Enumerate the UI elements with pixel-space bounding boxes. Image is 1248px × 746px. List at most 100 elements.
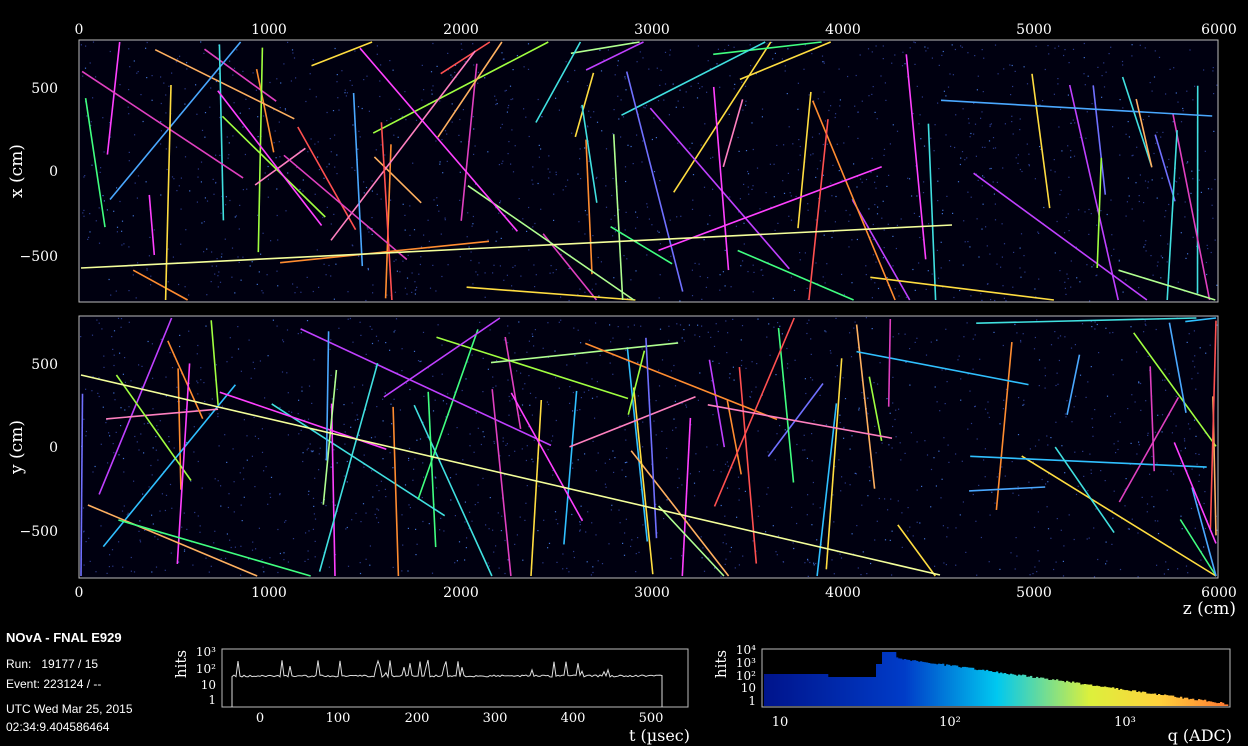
noise-hit — [738, 499, 740, 501]
noise-hit — [1175, 92, 1177, 94]
noise-hit — [921, 485, 923, 487]
charge-bar — [1194, 700, 1197, 706]
noise-hit — [85, 430, 87, 433]
noise-hit — [1098, 352, 1100, 354]
noise-hit — [938, 64, 940, 66]
charge-bar — [834, 677, 837, 706]
noise-hit — [910, 432, 912, 434]
charge-bar — [792, 674, 795, 706]
noise-hit — [685, 406, 688, 408]
charge-bar — [1130, 691, 1133, 706]
noise-hit — [569, 402, 571, 404]
noise-hit — [970, 295, 972, 297]
noise-hit — [871, 470, 873, 472]
noise-hit — [1105, 327, 1107, 329]
noise-hit — [458, 541, 461, 543]
noise-hit — [195, 84, 197, 86]
noise-hit — [1156, 564, 1158, 566]
noise-hit — [140, 433, 142, 435]
tick-label: 400 — [561, 711, 586, 726]
noise-hit — [591, 288, 593, 290]
noise-hit — [1151, 90, 1153, 92]
noise-hit — [625, 439, 627, 441]
noise-hit — [1083, 42, 1085, 45]
noise-hit — [648, 218, 650, 220]
noise-hit — [777, 222, 779, 224]
noise-hit — [1106, 395, 1109, 397]
noise-hit — [947, 527, 949, 529]
noise-hit — [819, 507, 821, 509]
charge-bar — [946, 664, 949, 706]
noise-hit — [895, 409, 897, 411]
charge-x-label: q (ADC) — [1168, 726, 1232, 745]
noise-hit — [1079, 281, 1081, 283]
particle-track — [1092, 85, 1107, 195]
noise-hit — [884, 82, 886, 84]
noise-hit — [1127, 121, 1129, 123]
charge-bar — [1158, 694, 1161, 706]
noise-hit — [663, 99, 665, 101]
particle-track — [927, 123, 937, 301]
noise-hit — [679, 89, 681, 91]
noise-hit — [674, 400, 676, 402]
noise-hit — [815, 219, 817, 221]
noise-hit — [639, 51, 641, 53]
noise-hit — [733, 379, 735, 381]
noise-hit — [171, 507, 173, 509]
noise-hit — [731, 467, 733, 469]
noise-hit — [1124, 489, 1126, 491]
noise-hit — [276, 188, 278, 190]
noise-hit — [385, 342, 387, 344]
noise-hit — [595, 283, 597, 285]
noise-hit — [254, 435, 256, 437]
charge-bar — [922, 661, 925, 706]
noise-hit — [1012, 286, 1014, 288]
charge-bar — [850, 677, 853, 706]
noise-hit — [959, 514, 961, 516]
noise-hit — [611, 194, 613, 197]
noise-hit — [196, 201, 198, 203]
noise-hit — [399, 271, 401, 273]
noise-hit — [374, 513, 376, 515]
tick-label: 2000 — [443, 585, 479, 601]
noise-hit — [1021, 170, 1023, 173]
noise-hit — [811, 460, 813, 462]
noise-hit — [412, 479, 414, 481]
noise-hit — [1105, 563, 1107, 565]
noise-hit — [630, 279, 632, 281]
noise-hit — [1035, 45, 1037, 47]
charge-bar — [1206, 701, 1209, 706]
noise-hit — [312, 290, 314, 293]
noise-hit — [682, 106, 685, 108]
noise-hit — [431, 89, 433, 91]
noise-hit — [1109, 332, 1111, 334]
noise-hit — [985, 226, 987, 228]
noise-hit — [1166, 166, 1168, 168]
noise-hit — [782, 180, 784, 182]
noise-hit — [367, 269, 369, 271]
noise-hit — [98, 377, 100, 379]
noise-hit — [1086, 111, 1088, 113]
noise-hit — [127, 512, 129, 514]
noise-hit — [415, 119, 418, 121]
noise-hit — [1117, 448, 1119, 451]
particle-track — [1133, 332, 1217, 447]
noise-hit — [612, 337, 614, 339]
noise-hit — [514, 145, 516, 147]
noise-hit — [653, 420, 655, 422]
charge-bar — [784, 674, 787, 706]
noise-hit — [927, 270, 929, 272]
noise-hit — [168, 441, 170, 443]
noise-hit — [330, 466, 332, 468]
noise-hit — [613, 277, 615, 279]
noise-hit — [835, 113, 837, 115]
top-view-frame — [78, 39, 1219, 303]
noise-hit — [966, 322, 968, 324]
noise-hit — [139, 520, 141, 522]
noise-hit — [1038, 359, 1041, 361]
noise-hit — [85, 45, 87, 47]
particle-track — [625, 71, 684, 292]
noise-hit — [816, 168, 819, 170]
noise-hit — [729, 75, 731, 77]
noise-hit — [432, 85, 434, 87]
